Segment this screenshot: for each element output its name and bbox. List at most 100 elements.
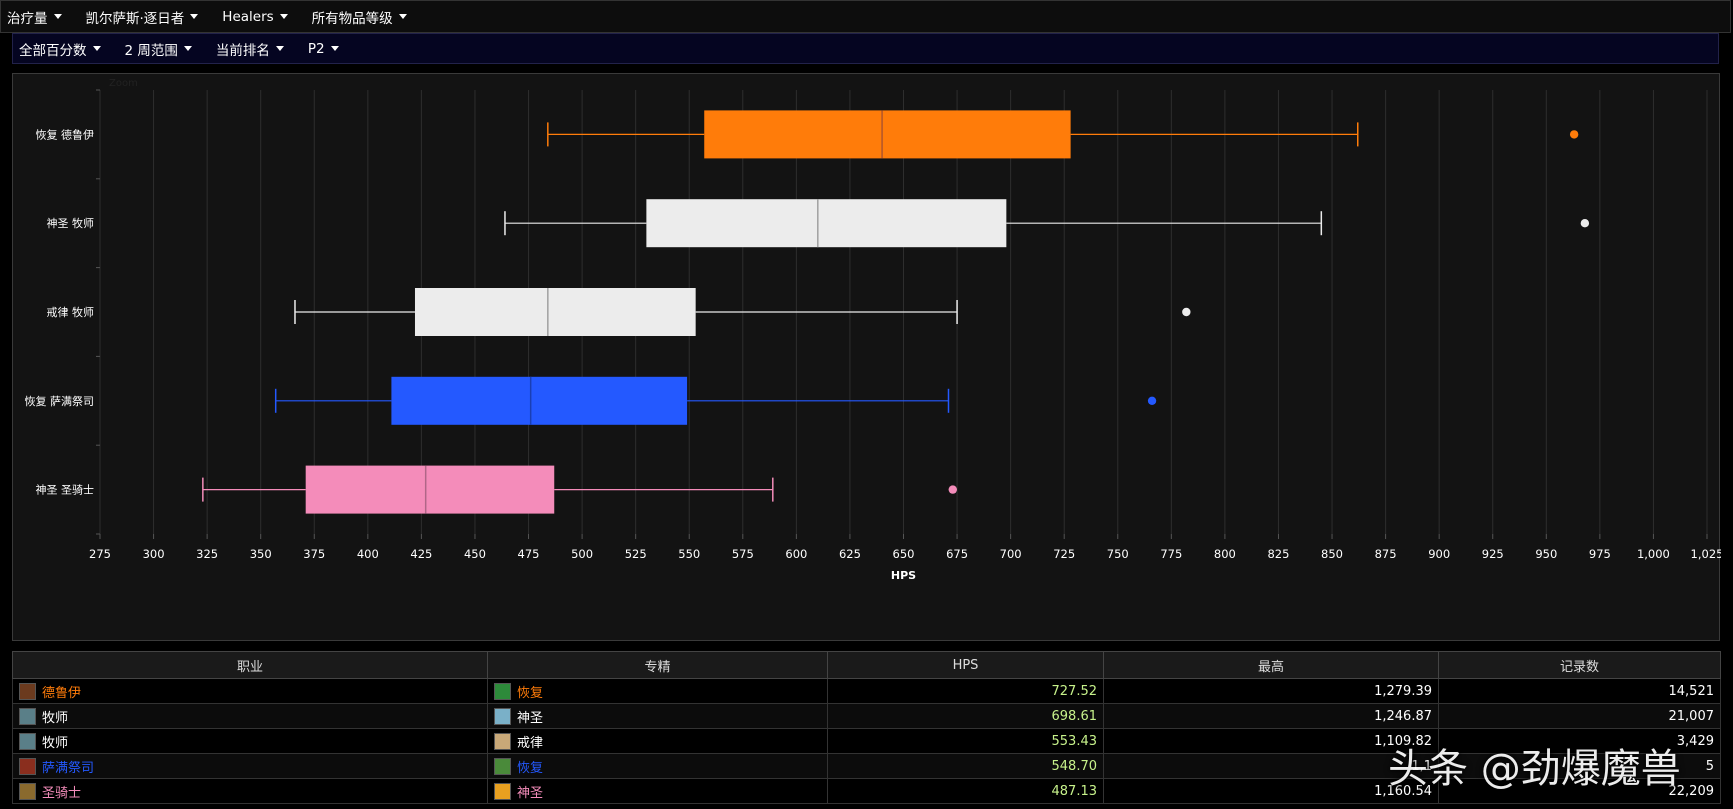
class-cell: 圣骑士 <box>12 778 488 804</box>
outlier-point-0 <box>1569 130 1579 139</box>
x-tick-label-10: 525 <box>625 547 647 561</box>
hps-value: 548.70 <box>827 753 1104 779</box>
x-tick-label-19: 750 <box>1107 547 1129 561</box>
sub-navigation-bar: 全部百分数 2 周范围 当前排名 P2 <box>12 33 1719 64</box>
spec-name[interactable]: 恢复 <box>517 760 544 776</box>
zoom-label[interactable]: Zoom <box>109 78 138 89</box>
table-row[interactable]: 牧师 神圣 698.61 1,246.87 21,007 <box>12 703 1721 729</box>
ranking-dropdown-label: 当前排名 <box>215 42 270 59</box>
x-tick-label-26: 925 <box>1482 547 1504 561</box>
hps-value: 553.43 <box>827 728 1104 754</box>
x-tick-label-28: 975 <box>1589 547 1611 561</box>
count-value: 14,521 <box>1438 678 1721 704</box>
table-header-row: 职业 专精 HPS 最高 记录数 <box>12 651 1721 679</box>
chevron-down-icon <box>53 14 62 19</box>
priest-icon <box>19 732 36 750</box>
spec-name[interactable]: 恢复 <box>517 685 544 701</box>
x-tick-label-24: 875 <box>1375 547 1397 561</box>
x-tick-label-3: 350 <box>250 547 272 561</box>
class-cell: 牧师 <box>12 728 488 754</box>
spec-cell: 恢复 <box>487 678 828 704</box>
class-name[interactable]: 牧师 <box>42 710 69 726</box>
x-tick-label-5: 400 <box>357 547 379 561</box>
class-cell: 牧师 <box>12 703 488 729</box>
x-tick-label-16: 675 <box>946 547 968 561</box>
class-name[interactable]: 德鲁伊 <box>42 685 82 701</box>
column-header-spec[interactable]: 专精 <box>487 651 828 679</box>
max-value: 1,246.87 <box>1103 703 1439 729</box>
x-tick-label-21: 800 <box>1214 547 1236 561</box>
x-tick-label-30: 1,025 <box>1691 547 1721 561</box>
spec-name[interactable]: 戒律 <box>517 735 544 751</box>
column-header-hps[interactable]: HPS <box>827 651 1104 679</box>
percentile-dropdown[interactable]: 全部百分数 <box>19 39 101 59</box>
restoration-shaman-icon <box>494 757 511 775</box>
x-tick-label-20: 775 <box>1160 547 1182 561</box>
x-tick-label-27: 950 <box>1535 547 1557 561</box>
x-tick-label-18: 725 <box>1053 547 1075 561</box>
time-range-dropdown[interactable]: 2 周范围 <box>125 39 192 59</box>
chevron-down-icon <box>279 14 288 19</box>
top-navigation-bar: 治疗量 凯尔萨斯·逐日者 Healers 所有物品等级 <box>0 0 1731 33</box>
class-name[interactable]: 牧师 <box>42 735 69 751</box>
role-dropdown[interactable]: Healers <box>222 8 288 25</box>
item-level-dropdown[interactable]: 所有物品等级 <box>312 7 407 27</box>
max-value: 1,109.82 <box>1103 728 1439 754</box>
partition-dropdown[interactable]: P2 <box>308 41 339 57</box>
count-value: 22,209 <box>1438 778 1721 804</box>
column-header-max[interactable]: 最高 <box>1103 651 1439 679</box>
count-value: 3,429 <box>1438 728 1721 754</box>
hps-value: 698.61 <box>827 703 1104 729</box>
ranking-dropdown[interactable]: 当前排名 <box>216 39 284 59</box>
box-4 <box>305 465 555 514</box>
class-name[interactable]: 萨满祭司 <box>42 760 95 776</box>
column-header-count[interactable]: 记录数 <box>1438 651 1721 679</box>
spec-stats-table: 职业 专精 HPS 最高 记录数 德鲁伊 恢复 727.52 1,279.39 14,5… <box>12 651 1721 804</box>
max-value: 1,279.39 <box>1103 678 1439 704</box>
y-category-label-3: 恢复 萨满祭司 <box>25 394 95 408</box>
druid-icon <box>19 682 36 700</box>
boxplot-chart: 275 300 325 350 375 400 425 450 475 500 525 550 575 6… <box>25 89 1721 582</box>
column-header-class[interactable]: 职业 <box>12 651 488 679</box>
x-tick-label-2: 325 <box>196 547 218 561</box>
table-row[interactable]: 圣骑士 神圣 487.13 1,160.54 22,209 <box>12 778 1721 804</box>
discipline-priest-icon <box>494 732 511 750</box>
spec-name[interactable]: 神圣 <box>517 785 544 801</box>
hps-value: 727.52 <box>827 678 1104 704</box>
x-tick-label-17: 700 <box>1000 547 1022 561</box>
x-tick-label-13: 600 <box>785 547 807 561</box>
chevron-down-icon <box>398 14 407 19</box>
y-category-label-4: 神圣 圣骑士 <box>36 483 95 497</box>
spec-cell: 神圣 <box>487 703 828 729</box>
spec-cell: 戒律 <box>487 728 828 754</box>
outlier-point-1 <box>1580 219 1590 228</box>
x-tick-label-25: 900 <box>1428 547 1450 561</box>
table-row[interactable]: 德鲁伊 恢复 727.52 1,279.39 14,521 <box>12 678 1721 704</box>
box-2 <box>414 288 696 336</box>
restoration-druid-icon <box>494 682 511 700</box>
role-dropdown-label: Healers <box>222 8 274 25</box>
x-tick-label-4: 375 <box>303 547 325 561</box>
max-value: 1,160.54 <box>1103 778 1439 804</box>
box-3 <box>391 376 688 425</box>
boss-dropdown[interactable]: 凯尔萨斯·逐日者 <box>86 7 199 27</box>
y-category-label-2: 戒律 牧师 <box>47 305 95 319</box>
count-value: 5 <box>1438 753 1721 779</box>
class-cell: 萨满祭司 <box>12 753 488 779</box>
class-name[interactable]: 圣骑士 <box>42 785 82 801</box>
x-tick-label-14: 625 <box>839 547 861 561</box>
table-row[interactable]: 牧师 戒律 553.43 1,109.82 3,429 <box>12 728 1721 754</box>
partition-dropdown-label: P2 <box>307 40 325 57</box>
chevron-down-icon <box>275 46 284 51</box>
outlier-point-4 <box>948 485 957 494</box>
x-tick-label-6: 425 <box>410 547 432 561</box>
holy-priest-icon <box>494 707 511 725</box>
time-range-dropdown-label: 2 周范围 <box>124 42 178 59</box>
table-row[interactable]: 萨满祭司 恢复 548.70 1,1 5 <box>12 753 1721 779</box>
x-tick-label-11: 550 <box>678 547 700 561</box>
spec-name[interactable]: 神圣 <box>517 710 544 726</box>
x-tick-label-12: 575 <box>732 547 754 561</box>
metric-dropdown[interactable]: 治疗量 <box>7 7 62 27</box>
x-tick-label-9: 500 <box>571 547 593 561</box>
x-tick-label-1: 300 <box>143 547 165 561</box>
